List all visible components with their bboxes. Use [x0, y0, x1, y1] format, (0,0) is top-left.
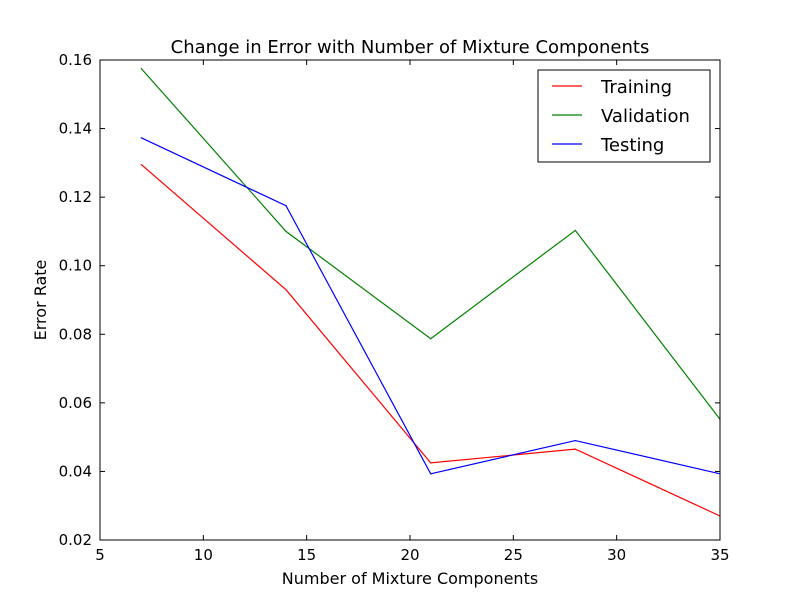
data-point-training-1: [285, 289, 287, 291]
data-point-testing-3: [574, 440, 576, 442]
x-tick-label: 20: [400, 546, 419, 564]
legend-label-validation: Validation: [601, 106, 690, 127]
plot-frame: [99, 59, 721, 541]
ticks-layer: 5 10 15 20 25 30 35 0.02 0.04 0.06 0.08 0.10 0.12 0.1…: [59, 51, 730, 564]
x-tick-label: 35: [710, 546, 729, 564]
legend-label-training: Training: [600, 77, 672, 98]
legend: Training Validation Testing: [537, 69, 711, 163]
data-point-testing-1: [285, 205, 287, 207]
x-tick-label: 15: [297, 546, 316, 564]
x-tick-label: 10: [194, 546, 213, 564]
legend-label-testing: Testing: [600, 135, 664, 156]
y-tick-label: 0.04: [59, 462, 92, 480]
data-point-training-0: [140, 164, 142, 166]
y-tick-label: 0.06: [59, 394, 92, 412]
data-point-validation-2: [430, 338, 432, 340]
legend-box: [537, 69, 711, 163]
data-point-training-2: [430, 462, 432, 464]
y-tick-label: 0.16: [59, 51, 92, 69]
data-point-testing-2: [430, 473, 432, 475]
y-tick-label: 0.02: [59, 531, 92, 549]
chart-title: Change in Error with Number of Mixture C…: [171, 37, 650, 58]
y-tick-label: 0.10: [59, 257, 92, 275]
y-tick-label: 0.14: [59, 120, 92, 138]
series-layer: [140, 68, 721, 517]
x-tick-label: 5: [95, 546, 105, 564]
data-point-validation-1: [285, 230, 287, 232]
x-tick-label: 25: [504, 546, 523, 564]
x-tick-label: 30: [607, 546, 626, 564]
data-point-validation-0: [140, 68, 142, 70]
data-point-training-3: [574, 448, 576, 450]
data-point-testing-0: [140, 137, 142, 139]
y-tick-label: 0.12: [59, 188, 92, 206]
y-tick-label: 0.08: [59, 325, 92, 343]
y-axis-label: Error Rate: [31, 260, 50, 341]
x-axis-label: Number of Mixture Components: [282, 569, 538, 588]
data-point-validation-3: [574, 229, 576, 231]
